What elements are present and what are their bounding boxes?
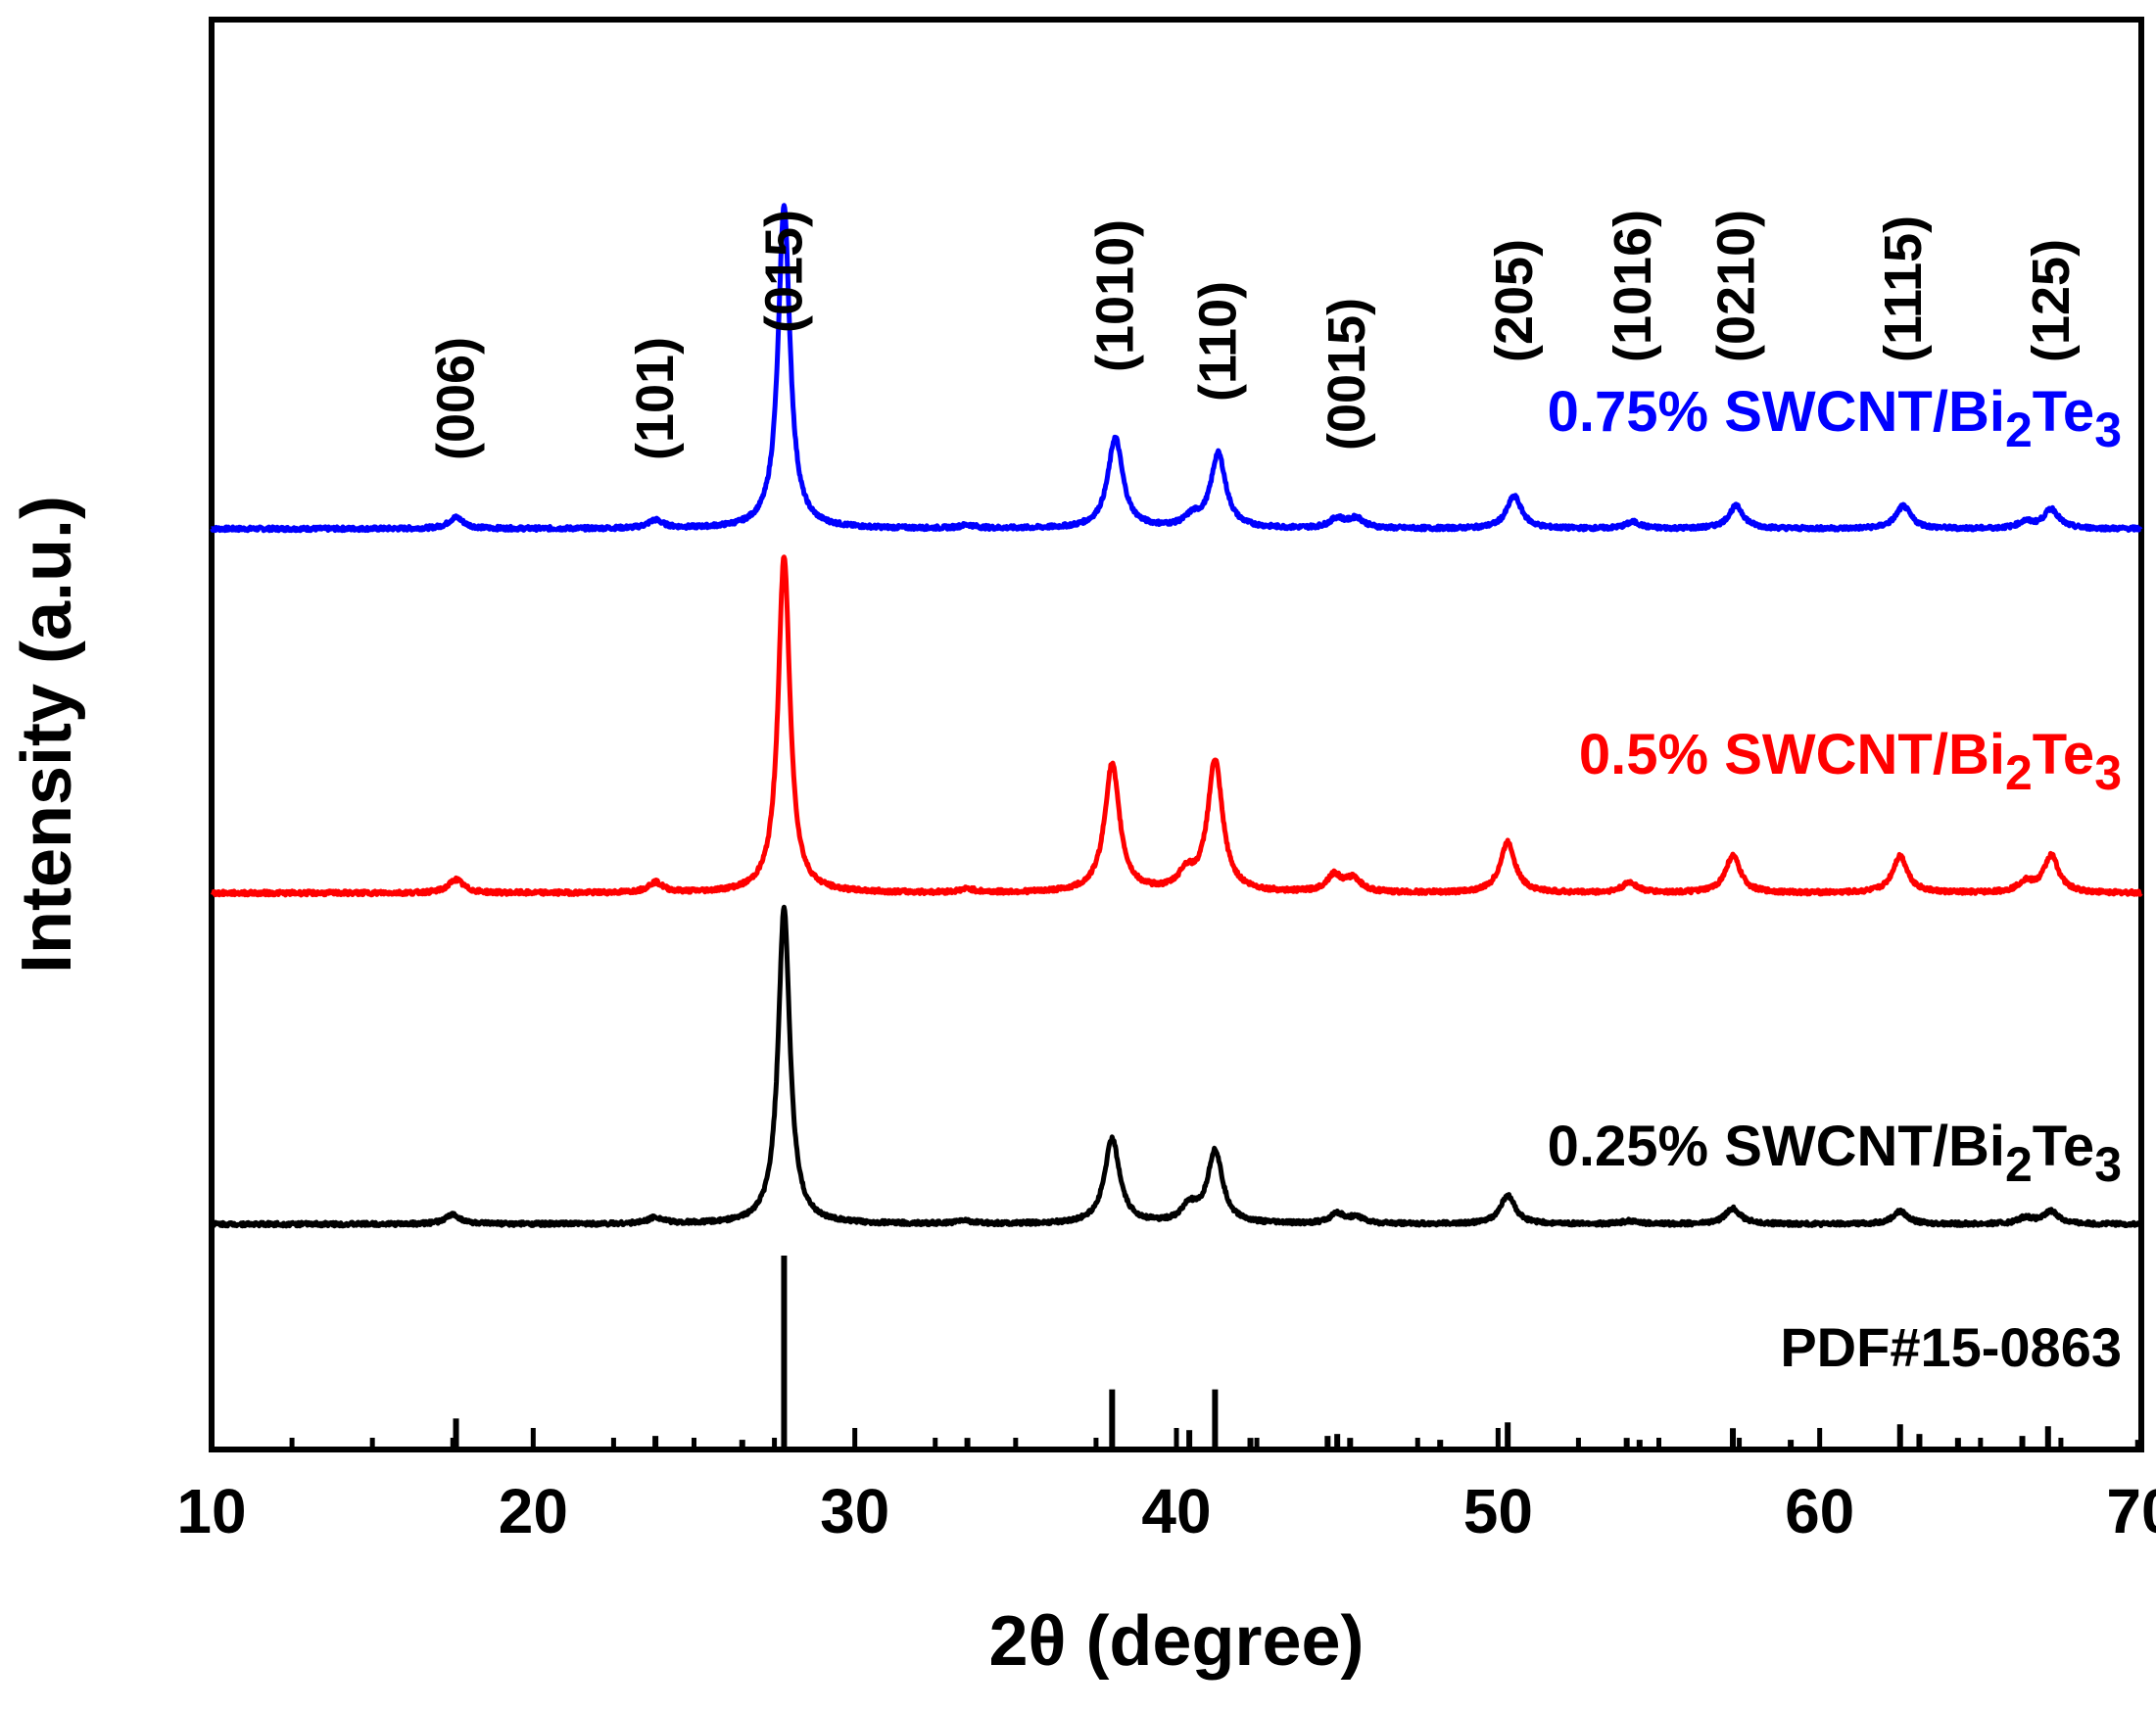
- series-line: [210, 554, 2143, 898]
- hkl-label: (1115): [1874, 215, 1933, 362]
- series-paths: [210, 203, 2143, 1229]
- x-tick-label: 20: [499, 1476, 568, 1546]
- hkl-label: (015): [754, 210, 813, 333]
- x-tick-label: 10: [176, 1476, 246, 1546]
- reference-lines: [453, 1256, 2141, 1450]
- x-tick-labels: 10 20 30 40 50 60 70: [176, 1476, 2156, 1546]
- hkl-label: (1010): [1086, 219, 1145, 372]
- x-tick-label: 40: [1141, 1476, 1211, 1546]
- x-tick-label: 70: [2106, 1476, 2156, 1546]
- x-tick-label: 30: [820, 1476, 889, 1546]
- hkl-label: (0015): [1318, 298, 1376, 451]
- hkl-label: (110): [1189, 281, 1248, 402]
- x-axis-title: 2θ (degree): [988, 1602, 1364, 1681]
- series-line: [210, 203, 2143, 534]
- series-label-075: 0.75% SWCNT/Bi2Te3: [1548, 380, 2122, 457]
- hkl-label: (0210): [1706, 210, 1765, 362]
- series-label-05: 0.5% SWCNT/Bi2Te3: [1579, 723, 2122, 800]
- x-tick-label: 50: [1463, 1476, 1533, 1546]
- series-label-025: 0.25% SWCNT/Bi2Te3: [1548, 1115, 2122, 1192]
- hkl-annotations: (006) (101) (015) (1010) (110) (0015) (205) (10…: [427, 210, 2082, 460]
- x-tick-label: 60: [1785, 1476, 1854, 1546]
- series-line: [210, 904, 2143, 1229]
- hkl-label: (205): [1485, 239, 1544, 362]
- reference-label: PDF#15-0863: [1780, 1316, 2122, 1378]
- x-axis-ticks: [209, 1428, 2144, 1450]
- hkl-label: (006): [427, 337, 486, 460]
- hkl-label: (125): [2022, 239, 2081, 362]
- hkl-label: (1016): [1604, 210, 1662, 362]
- y-axis-title: Intensity (a.u.): [8, 496, 86, 974]
- hkl-label: (101): [626, 337, 685, 460]
